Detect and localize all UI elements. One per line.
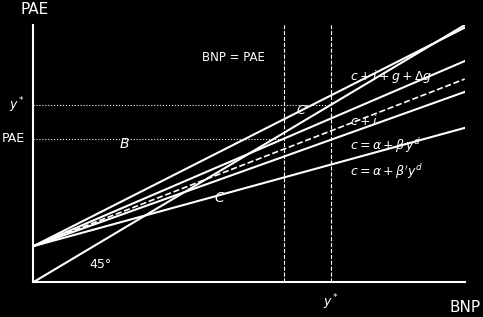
Text: $y^*$: $y^*$ [9,95,25,114]
Text: $y^*$: $y^*$ [323,292,339,312]
Text: BNP: BNP [449,300,480,315]
Text: $c = \alpha + \beta' y^d$: $c = \alpha + \beta' y^d$ [350,162,424,181]
Text: PAE: PAE [20,3,49,17]
Text: BNP = PAE: BNP = PAE [201,51,265,64]
Text: PAE: PAE [1,132,25,145]
Text: C': C' [297,104,309,117]
Text: $c = \alpha + \beta \, y^d$: $c = \alpha + \beta \, y^d$ [350,136,422,155]
Text: 45°: 45° [89,258,112,271]
Text: $c + i$: $c + i$ [350,114,378,128]
Text: $c + i + g + \Delta g$: $c + i + g + \Delta g$ [350,68,433,85]
Text: B: B [120,138,129,152]
Text: C: C [214,191,224,205]
